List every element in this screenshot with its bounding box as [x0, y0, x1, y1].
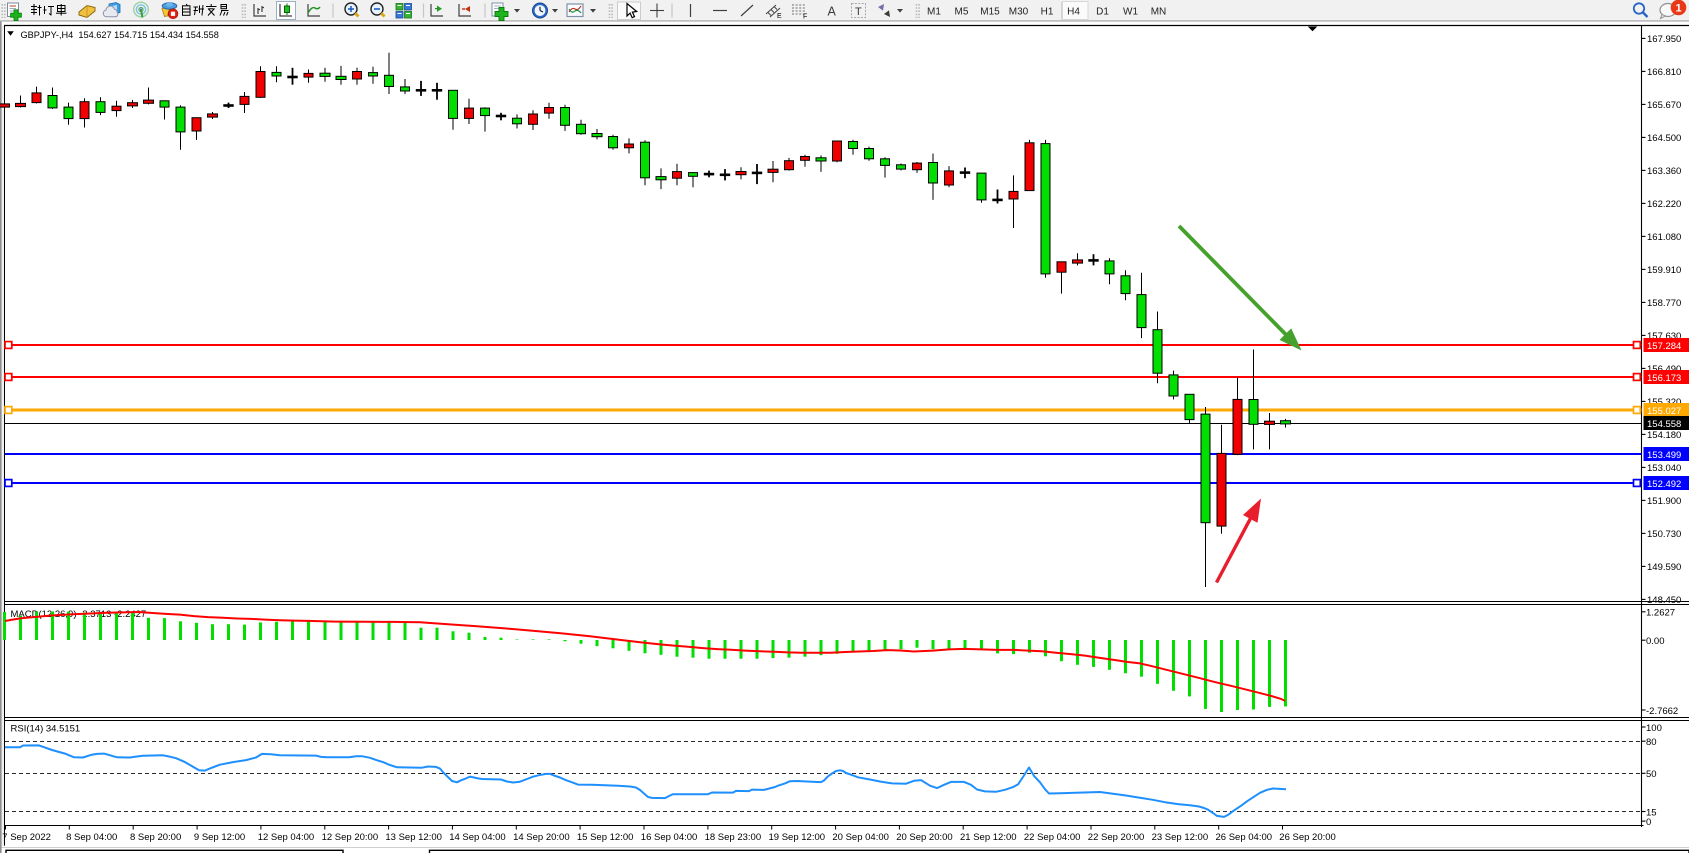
svg-text:22 Sep 20:00: 22 Sep 20:00	[1088, 832, 1145, 843]
svg-text:167.950: 167.950	[1647, 34, 1681, 45]
svg-text:W1: W1	[1123, 7, 1138, 18]
svg-text:26 Sep 04:00: 26 Sep 04:00	[1216, 832, 1273, 843]
svg-text:156.490: 156.490	[1647, 364, 1681, 375]
svg-text:0.00: 0.00	[1646, 636, 1665, 647]
svg-text:148.450: 148.450	[1647, 595, 1681, 606]
svg-text:162.220: 162.220	[1647, 199, 1681, 210]
svg-text:149.590: 149.590	[1647, 562, 1681, 573]
svg-text:T: T	[855, 6, 862, 18]
svg-text:164.500: 164.500	[1647, 133, 1681, 144]
svg-text:156.173: 156.173	[1647, 373, 1681, 384]
svg-text:155.027: 155.027	[1647, 406, 1681, 417]
svg-text:20 Sep 20:00: 20 Sep 20:00	[896, 832, 953, 843]
svg-text:MN: MN	[1151, 7, 1167, 18]
svg-text:153.499: 153.499	[1647, 450, 1681, 461]
svg-text:A: A	[828, 4, 837, 18]
svg-text:80: 80	[1646, 737, 1657, 748]
svg-text:15 Sep 12:00: 15 Sep 12:00	[577, 832, 634, 843]
svg-text:163.360: 163.360	[1647, 166, 1681, 177]
svg-text:1: 1	[1675, 2, 1681, 14]
svg-text:M5: M5	[955, 7, 969, 18]
svg-text:150.730: 150.730	[1647, 529, 1681, 540]
svg-text:157.284: 157.284	[1647, 341, 1681, 352]
svg-text:161.080: 161.080	[1647, 232, 1681, 243]
svg-text:D1: D1	[1096, 7, 1109, 18]
svg-text:16 Sep 04:00: 16 Sep 04:00	[641, 832, 698, 843]
svg-text:GBPJPY-,H4 154.627 154.715 15: GBPJPY-,H4 154.627 154.715 154.434 154.5…	[21, 30, 219, 40]
svg-text:M30: M30	[1009, 7, 1029, 18]
svg-text:154.180: 154.180	[1647, 430, 1681, 441]
svg-text:9 Sep 12:00: 9 Sep 12:00	[194, 832, 245, 843]
svg-text:7 Sep 2022: 7 Sep 2022	[2, 832, 51, 843]
svg-text:100: 100	[1646, 723, 1662, 734]
svg-text:151.900: 151.900	[1647, 496, 1681, 507]
svg-text:152.492: 152.492	[1647, 479, 1681, 490]
svg-text:19 Sep 12:00: 19 Sep 12:00	[769, 832, 826, 843]
svg-text:165.670: 165.670	[1647, 100, 1681, 111]
svg-text:23 Sep 12:00: 23 Sep 12:00	[1152, 832, 1209, 843]
svg-text:166.810: 166.810	[1647, 67, 1681, 78]
svg-text:-2.7662: -2.7662	[1646, 706, 1678, 717]
svg-text:154.558: 154.558	[1647, 419, 1681, 430]
svg-text:14 Sep 04:00: 14 Sep 04:00	[449, 832, 506, 843]
svg-text:159.910: 159.910	[1647, 265, 1681, 276]
svg-text:155.320: 155.320	[1647, 397, 1681, 408]
svg-text:M1: M1	[927, 7, 941, 18]
svg-text:18 Sep 23:00: 18 Sep 23:00	[705, 832, 762, 843]
svg-text:1.2627: 1.2627	[1646, 608, 1675, 619]
svg-text:H1: H1	[1041, 7, 1054, 18]
svg-text:0: 0	[1646, 817, 1651, 828]
svg-text:13 Sep 12:00: 13 Sep 12:00	[385, 832, 442, 843]
svg-text:21 Sep 12:00: 21 Sep 12:00	[960, 832, 1017, 843]
svg-text:157.630: 157.630	[1647, 331, 1681, 342]
svg-text:153.040: 153.040	[1647, 463, 1681, 474]
svg-text:50: 50	[1646, 769, 1657, 780]
svg-text:26 Sep 20:00: 26 Sep 20:00	[1279, 832, 1336, 843]
svg-text:12 Sep 20:00: 12 Sep 20:00	[322, 832, 379, 843]
svg-text:22 Sep 04:00: 22 Sep 04:00	[1024, 832, 1081, 843]
svg-text:8 Sep 04:00: 8 Sep 04:00	[66, 832, 117, 843]
svg-text:158.770: 158.770	[1647, 298, 1681, 309]
svg-text:RSI(14) 34.5151: RSI(14) 34.5151	[11, 724, 81, 735]
svg-text:14 Sep 20:00: 14 Sep 20:00	[513, 832, 570, 843]
svg-text:8 Sep 20:00: 8 Sep 20:00	[130, 832, 181, 843]
svg-text:15: 15	[1646, 807, 1657, 818]
svg-text:12 Sep 04:00: 12 Sep 04:00	[258, 832, 315, 843]
svg-text:F: F	[803, 14, 807, 21]
svg-text:H4: H4	[1067, 7, 1080, 18]
svg-text:M15: M15	[980, 7, 1000, 18]
svg-text:20 Sep 04:00: 20 Sep 04:00	[832, 832, 889, 843]
svg-text:E: E	[777, 13, 782, 20]
